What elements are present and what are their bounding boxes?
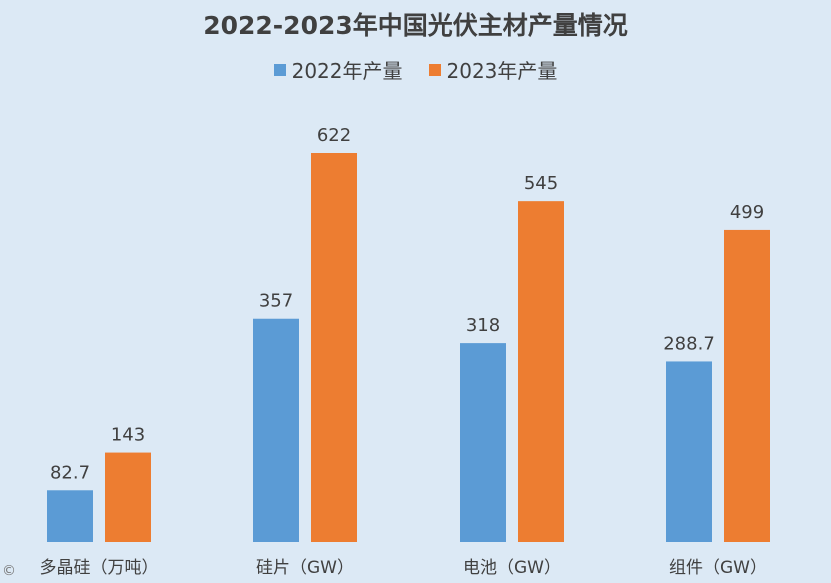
data-label-2022-0: 82.7 [50,462,90,483]
category-label-0: 多晶硅（万吨） [40,558,159,578]
bar-2022-0 [47,490,93,542]
bar-2023-3 [724,229,770,542]
data-label-2022-3: 288.7 [663,333,715,354]
data-label-2022-2: 318 [466,315,500,336]
bar-2022-1 [253,318,299,542]
data-label-2023-2: 545 [524,173,558,194]
category-label-2: 电池（GW） [463,558,561,578]
watermark: © [2,563,16,579]
data-label-2023-1: 622 [317,125,351,146]
bar-2022-2 [460,343,506,542]
data-label-2023-3: 499 [730,202,764,223]
bar-2023-1 [311,153,357,542]
legend-label-2022: 2022年产量 [291,59,403,83]
legend-item-2022: 2022年产量 [273,55,403,84]
bar-2023-2 [518,201,564,542]
category-label-1: 硅片（GW） [256,558,354,578]
category-label-3: 组件（GW） [669,558,767,578]
bar-2022-3 [666,361,712,542]
legend-swatch-2022 [273,63,286,76]
data-label-2022-1: 357 [259,291,293,312]
legend-swatch-2023 [428,63,441,76]
legend: 2022年产量 2023年产量 [0,55,831,84]
bar-2023-0 [105,452,151,542]
legend-label-2023: 2023年产量 [446,59,558,83]
chart-title: 2022-2023年中国光伏主材产量情况 [203,11,628,40]
legend-item-2023: 2023年产量 [428,55,558,84]
data-label-2023-0: 143 [111,425,145,446]
